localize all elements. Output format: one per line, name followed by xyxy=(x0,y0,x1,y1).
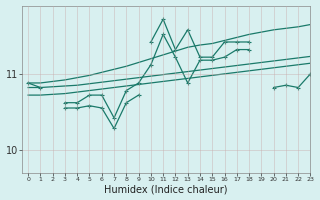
X-axis label: Humidex (Indice chaleur): Humidex (Indice chaleur) xyxy=(104,184,228,194)
